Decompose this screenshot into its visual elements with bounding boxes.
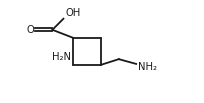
Text: OH: OH [65, 8, 80, 18]
Text: H₂N: H₂N [52, 52, 71, 62]
Text: O: O [27, 25, 34, 35]
Text: NH₂: NH₂ [138, 62, 157, 72]
